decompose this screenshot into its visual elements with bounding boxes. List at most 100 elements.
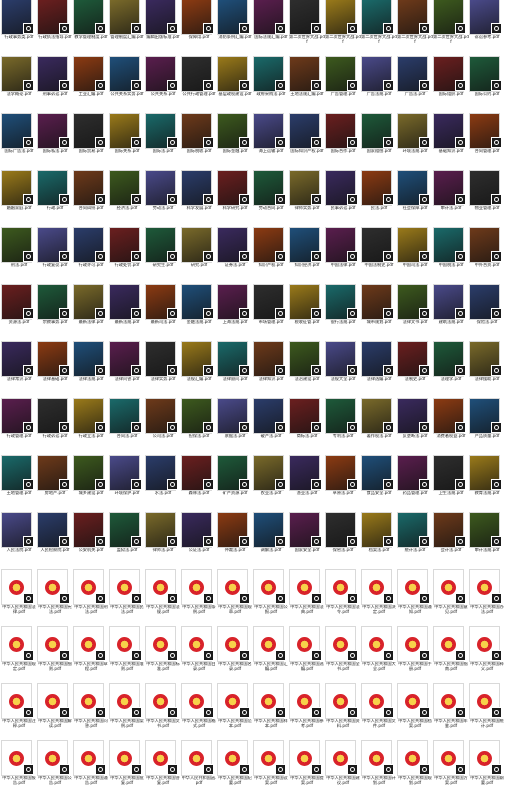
file-item[interactable]: 研究.pdf [181,228,215,285]
file-item[interactable]: 中国税法.pdf [433,228,467,285]
file-item[interactable]: 国际知识产权.pdf [289,114,324,171]
file-item[interactable]: 中华人民共和国公告.pdf [37,741,72,798]
file-item[interactable]: 专利法.pdf [325,399,359,456]
file-item[interactable]: 法律基础.pdf [37,342,71,399]
file-item[interactable]: 渔业法.pdf [289,456,323,513]
file-item[interactable]: 中华人民共和国纲要.pdf [469,741,504,798]
file-item[interactable]: 国际贸易.pdf [73,114,107,171]
file-item[interactable]: 森林法.pdf [181,456,215,513]
file-item[interactable]: 第二次世界大战.pdf [289,0,325,57]
file-item[interactable]: 中华人民共和国方案.pdf [433,741,468,798]
file-item[interactable]: 公共关系.pdf [145,57,179,114]
file-item[interactable]: 国际广告法.pdf [1,114,35,171]
file-item[interactable]: 法学概论.pdf [1,57,35,114]
file-item[interactable]: 中华人民共和国刑法.pdf [73,570,108,627]
file-item[interactable]: 票据法.pdf [217,399,251,456]
file-item[interactable]: 中华人民共和国格式.pdf [181,684,216,741]
file-item[interactable]: 知识经济.pdf [289,228,323,285]
file-item[interactable]: 中华人民共和国决定.pdf [361,570,396,627]
file-item[interactable]: 宗教事务.pdf [37,285,71,342]
file-item[interactable]: 破产法.pdf [253,399,287,456]
file-item[interactable]: 经济法.pdf [109,171,143,228]
file-item[interactable]: 国际合作.pdf [325,114,359,171]
file-item[interactable]: 中华人民共和国提案.pdf [289,741,324,798]
file-item[interactable]: 中华人民共和国范本.pdf [217,684,252,741]
file-item[interactable]: 合同法.pdf [109,399,143,456]
file-item[interactable]: 国际法.pdf [145,114,179,171]
file-item[interactable]: 教学管理制度.pdf [73,0,108,57]
file-item[interactable]: 中华人民共和国函.pdf [181,741,216,798]
file-item[interactable]: 海上运输.pdf [253,114,287,171]
file-item[interactable]: 中华人民共和国规章.pdf [217,570,252,627]
file-item[interactable]: 行政诉讼.pdf [37,399,71,456]
file-item[interactable]: 科学研究.pdf [217,171,251,228]
file-item[interactable]: 中国法制史.pdf [361,228,395,285]
file-item[interactable]: 食品安全.pdf [361,456,395,513]
file-item[interactable]: 农业法.pdf [253,456,287,513]
file-item[interactable]: 草原法.pdf [325,456,359,513]
file-item[interactable]: 法规大全.pdf [325,342,359,399]
file-item[interactable]: 著作权法.pdf [361,399,395,456]
file-item[interactable]: 会计法.pdf [433,513,467,570]
file-item[interactable]: 中华人民共和国意见.pdf [433,570,468,627]
file-item[interactable]: 消防条例汇编.pdf [217,0,252,57]
file-item[interactable]: 第二次世界大战.pdf [433,0,469,57]
file-item[interactable]: 劳动法.pdf [145,171,179,228]
file-item[interactable]: 劳动合同.pdf [253,171,287,228]
file-item[interactable]: 公证法.pdf [181,513,215,570]
file-item[interactable]: 水法.pdf [145,456,179,513]
file-item[interactable]: 矿产资源.pdf [217,456,251,513]
file-item[interactable]: 法律实务.pdf [145,342,179,399]
file-item[interactable]: 金融法规.pdf [181,285,215,342]
file-item[interactable]: 国家赔偿.pdf [361,114,395,171]
file-item[interactable]: 中华人民共和国细则.pdf [37,627,72,684]
file-item[interactable]: 政府采购法.pdf [253,57,287,114]
file-item[interactable]: 刑法.pdf [1,228,35,285]
file-item[interactable]: 中华人民共和国建议.pdf [325,741,360,798]
file-item[interactable]: 公司法.pdf [145,399,179,456]
file-item[interactable]: 中华人民共和国注释.pdf [1,684,36,741]
file-item[interactable]: 仲裁法.pdf [217,513,251,570]
file-item[interactable]: 编辑出版标准.pdf [145,0,180,57]
file-item[interactable]: 中华人民共和国通知.pdf [397,570,432,627]
file-item[interactable]: 中华人民共和国法典.pdf [289,570,324,627]
file-item[interactable]: 婚姻家庭.pdf [1,171,35,228]
file-item[interactable]: 中华人民共和国答复.pdf [145,741,180,798]
file-item[interactable]: 药品管理.pdf [397,456,431,513]
file-item[interactable]: 法规汇编.pdf [181,342,215,399]
file-item[interactable]: 最新法规.pdf [109,285,143,342]
file-item[interactable]: 中华人民共和国议案.pdf [253,741,288,798]
file-item[interactable]: 中外合资.pdf [469,228,503,285]
file-item[interactable]: 税收征管.pdf [289,285,323,342]
file-item[interactable]: 行政事务类.pdf [1,0,35,57]
file-item[interactable]: 中华人民共和国释义.pdf [469,627,504,684]
file-item[interactable]: 中华人民共和国档案.pdf [397,684,432,741]
file-item[interactable]: 法律常识.pdf [1,342,35,399]
file-item[interactable]: 中华人民共和国通告.pdf [73,741,108,798]
file-item[interactable]: 中华人民共和国手册.pdf [397,627,432,684]
file-item[interactable]: 国际私法.pdf [37,114,71,171]
file-item[interactable]: 诉讼参考.pdf [469,0,503,57]
file-item[interactable]: 中华人民共和国法规.pdf [145,570,180,627]
file-item[interactable]: 中华人民共和国报告.pdf [1,741,36,798]
file-item[interactable]: 法制史.pdf [397,342,431,399]
file-item[interactable]: 基层政权建设.pdf [217,57,252,114]
file-item[interactable]: 法律顾问.pdf [217,342,251,399]
file-item[interactable]: 广告管理.pdf [325,57,359,114]
file-item[interactable]: 城市规划.pdf [361,285,395,342]
file-item[interactable]: 环境保护.pdf [109,456,143,513]
file-item[interactable]: 商标法.pdf [289,399,323,456]
file-item[interactable]: 工业汇编.pdf [73,57,107,114]
file-item[interactable]: 合同管理.pdf [469,114,503,171]
file-item[interactable]: 行政复议.pdf [37,228,71,285]
file-item[interactable]: 法律文书.pdf [397,285,431,342]
file-item[interactable]: 行政管理.pdf [1,399,35,456]
file-item[interactable]: 民事诉讼.pdf [325,171,359,228]
file-item[interactable]: 中华人民共和国案例.pdf [109,684,144,741]
file-item[interactable]: 中华人民共和国规定.pdf [1,627,36,684]
file-item[interactable]: 中华人民共和国汇编.pdf [253,627,288,684]
file-item[interactable]: 保险法.pdf [469,285,503,342]
file-item[interactable]: 中国法律.pdf [325,228,359,285]
file-item[interactable]: 中华人民共和国选编.pdf [289,627,324,684]
file-item[interactable]: 中华人民共和国参考.pdf [289,684,324,741]
